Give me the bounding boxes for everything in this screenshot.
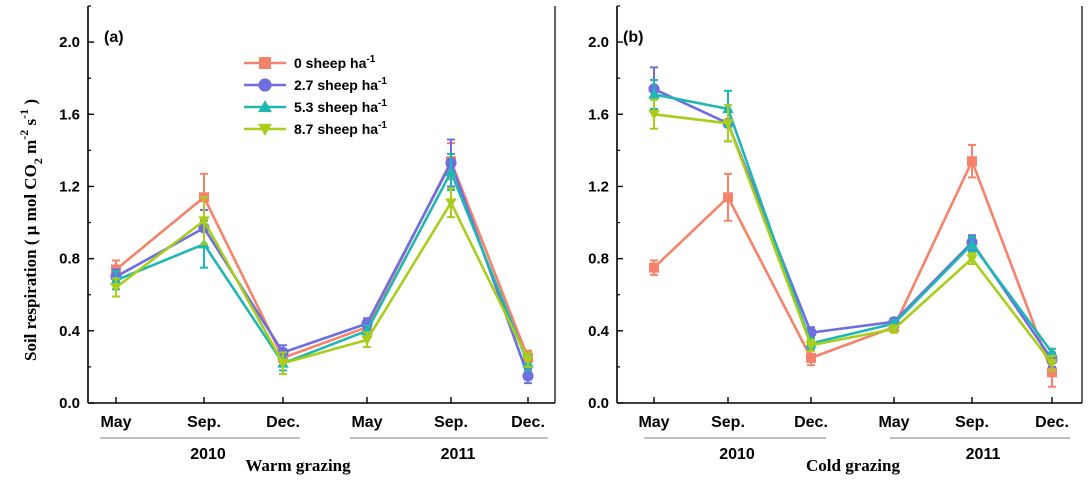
legend-label-sup: -1 (366, 54, 375, 65)
y-tick-label: 2.0 (588, 34, 609, 51)
legend-marker (258, 123, 272, 136)
series-1 (648, 66, 1058, 368)
data-point (966, 238, 978, 249)
y-tick-label: 2.0 (59, 34, 80, 51)
y-tick-label: 0.8 (588, 251, 609, 268)
data-point (522, 355, 534, 366)
y-axis-label-sup-s: -1 (17, 109, 31, 119)
y-tick-label: 1.6 (59, 106, 80, 123)
panel-a: 0.0 0.4 0.8 1.2 1.6 2.0 May Sep. Dec. May Sep. Dec.… (59, 5, 556, 475)
data-point (722, 118, 734, 130)
series-line (653, 159, 1054, 373)
y-tick-label: 0.4 (59, 323, 81, 340)
year-group-label: 2010 (719, 446, 755, 463)
series-line (115, 201, 530, 365)
x-tick-label: Dec. (266, 414, 300, 431)
data-point (806, 352, 816, 363)
series-line (115, 161, 530, 377)
series-line (653, 112, 1054, 365)
x-tick-label: Sep. (955, 414, 989, 431)
y-tick-label: 0.4 (588, 323, 610, 340)
data-point (1046, 346, 1058, 357)
y-tick-label: 1.2 (59, 178, 80, 195)
y-axis-label: Soil respiration ( μ mol CO2 m-2 s-1 ) (17, 99, 45, 361)
y-axis-label-sup-m: -2 (17, 130, 31, 140)
x-tick-label: Sep. (711, 414, 745, 431)
legend-marker (258, 78, 272, 92)
legend-label-text: 5.3 sheep ha (294, 99, 378, 115)
x-tick-label: Sep. (187, 414, 221, 431)
data-point (723, 192, 733, 203)
x-tick-label: Dec. (511, 414, 545, 431)
series-line (115, 159, 530, 360)
data-point (966, 254, 978, 265)
y-tick-label: 1.2 (588, 178, 609, 195)
year-group-label: 2011 (441, 446, 476, 463)
legend-label-text: 0 sheep ha (294, 55, 367, 71)
x-axis-label: Cold grazing (806, 456, 900, 475)
panel-label: (a) (104, 29, 124, 46)
y-axis-label-close: ) (21, 99, 40, 109)
legend-label: 5.3 sheep ha-1 (294, 98, 387, 115)
data-point (805, 340, 817, 352)
data-point (110, 283, 122, 294)
y-tick-label: 0.8 (59, 251, 80, 268)
y-axis-label-s: s (21, 119, 40, 130)
data-point (967, 156, 977, 167)
data-point (522, 370, 534, 382)
data-point (198, 216, 210, 227)
year-group-label: 2010 (190, 446, 226, 463)
data-point (277, 358, 289, 370)
x-tick-label: May (878, 414, 909, 431)
series-0 (649, 143, 1057, 388)
data-point (445, 166, 457, 177)
x-tick-label: May (638, 414, 669, 431)
legend-label-text: 8.7 sheep ha (294, 121, 378, 137)
legend-label: 0 sheep ha-1 (294, 54, 376, 71)
data-point (648, 109, 660, 121)
y-axis-label-main: Soil respiration ( μ mol CO (21, 164, 40, 361)
series-line (115, 170, 530, 365)
data-point (648, 88, 660, 99)
x-tick-label: May (100, 414, 131, 431)
legend-label-text: 2.7 sheep ha (294, 77, 378, 93)
legend: 0 sheep ha-12.7 sheep ha-15.3 sheep ha-1… (244, 54, 387, 137)
x-axis-label: Warm grazing (245, 456, 351, 475)
data-point (361, 335, 373, 346)
panel-b: 0.0 0.4 0.8 1.2 1.6 2.0 May Sep. Dec. May Sep. Dec.… (588, 5, 1083, 475)
data-point (445, 198, 457, 209)
series-line (653, 87, 1054, 361)
legend-marker (258, 100, 272, 113)
legend-label: 8.7 sheep ha-1 (294, 120, 387, 137)
series-1 (110, 138, 534, 385)
legend-marker (259, 57, 271, 69)
year-group-label: 2011 (966, 446, 1001, 463)
x-tick-label: Sep. (434, 414, 468, 431)
x-tick-label: Dec. (1035, 414, 1069, 431)
y-tick-label: 0.0 (588, 395, 609, 412)
data-point (1046, 358, 1058, 370)
legend-label: 2.7 sheep ha-1 (294, 76, 387, 93)
y-tick-label: 0.0 (59, 395, 80, 412)
data-point (1047, 367, 1057, 378)
series-3 (110, 187, 534, 376)
legend-label-sup: -1 (378, 98, 387, 109)
series-line (653, 93, 1054, 354)
y-axis-label-sub: 2 (31, 158, 45, 164)
data-point (649, 262, 659, 273)
y-axis-label-m: m (21, 140, 40, 158)
series-0 (111, 142, 533, 367)
legend-label-sup: -1 (378, 76, 387, 87)
legend-label-sup: -1 (378, 120, 387, 131)
x-tick-label: May (351, 414, 382, 431)
panel-label: (b) (623, 29, 643, 46)
data-point (888, 324, 900, 335)
series-3 (648, 98, 1058, 372)
y-tick-label: 1.6 (588, 106, 609, 123)
x-tick-label: Dec. (794, 414, 828, 431)
